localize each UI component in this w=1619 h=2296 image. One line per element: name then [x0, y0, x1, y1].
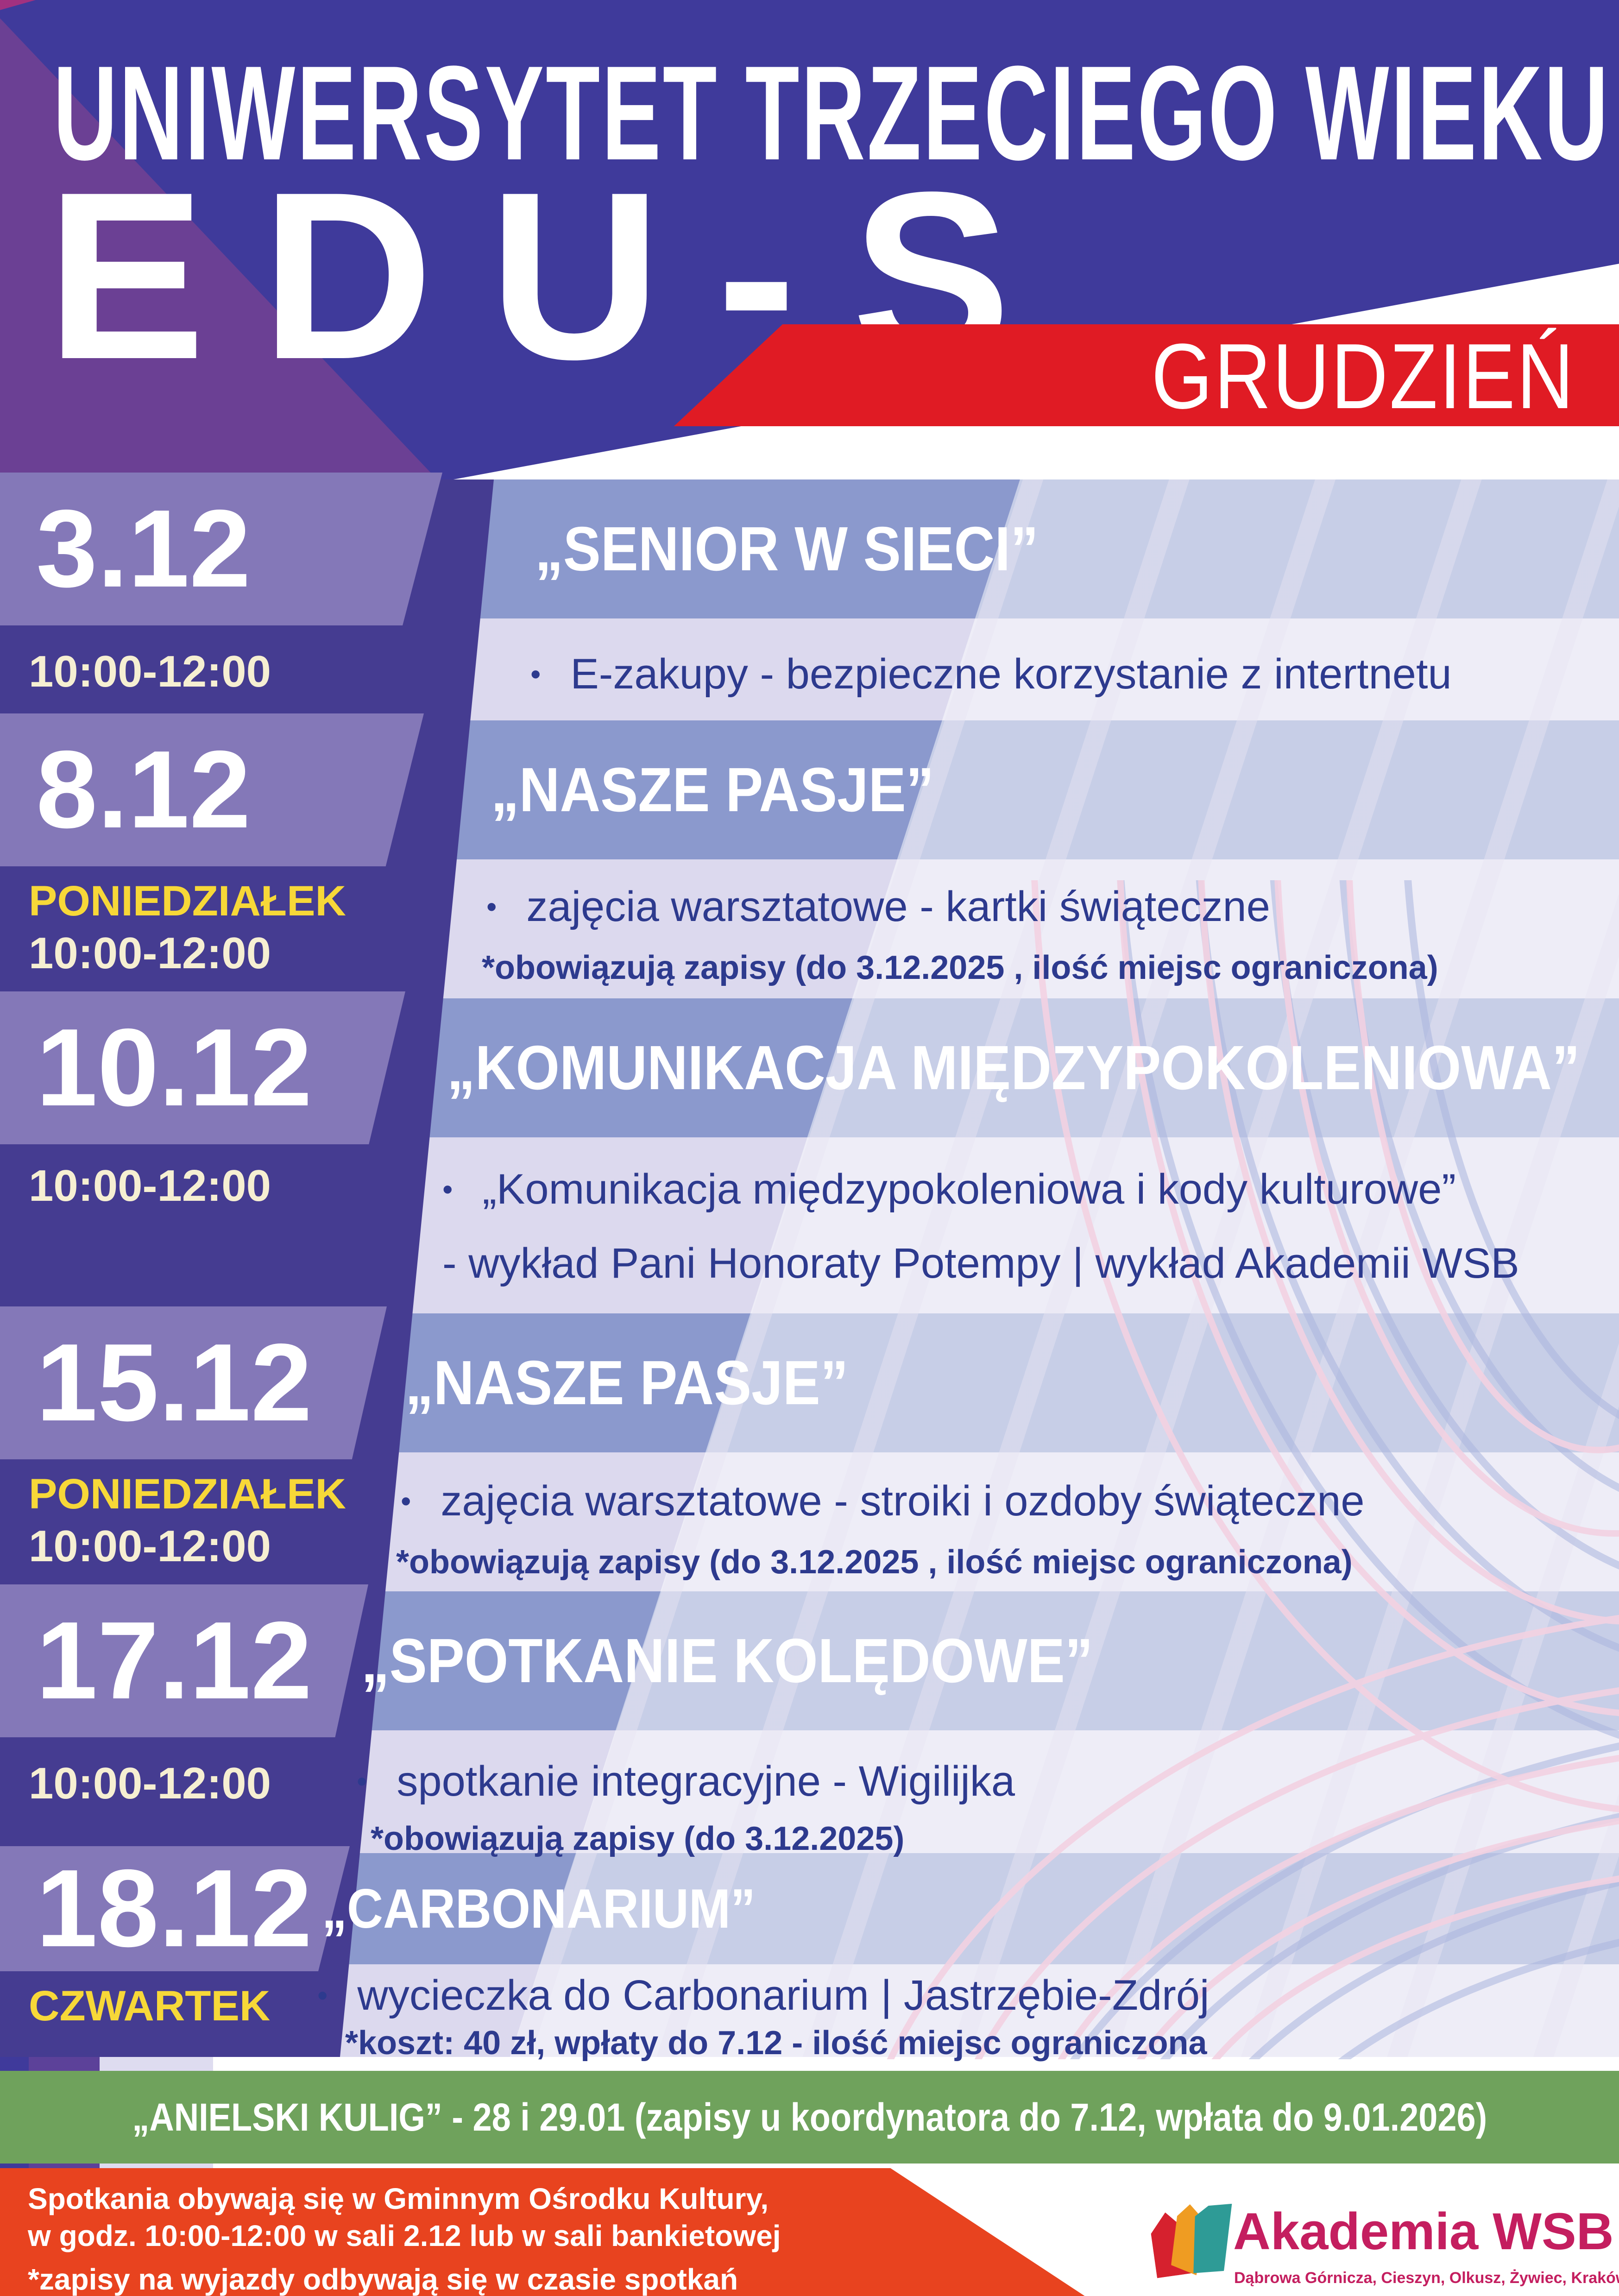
event-bullet: • spotkanie integracyjne - Wigilijka	[357, 1756, 1015, 1807]
footer-info-block: Spotkania obywają się w Gminnym Ośrodku …	[0, 2168, 1085, 2296]
event-time: 10:00-12:00	[29, 928, 271, 978]
footer-line: Spotkania obywają się w Gminnym Ośrodku …	[28, 2182, 769, 2215]
date-chip-4: 15.12	[0, 1306, 387, 1459]
event-title: „KOMUNIKACJA MIĘDZYPOKOLENIOWA”	[447, 1033, 1580, 1103]
akademia-wsb-logo-cities: Dąbrowa Górnicza, Cieszyn, Olkusz, Żywie…	[1234, 2269, 1619, 2287]
bullet-dot: •	[401, 1484, 411, 1518]
event-bullet: • zajęcia warsztatowe - stroiki i ozdoby…	[401, 1476, 1365, 1526]
wireframe-pattern	[887, 880, 1619, 2059]
bullet-dot: •	[317, 1979, 328, 2012]
event-day: PONIEDZIAŁEK	[29, 877, 346, 925]
bullet-dot: •	[357, 1765, 367, 1798]
event-bullet: • „Komunikacja międzypokoleniowa i kody …	[442, 1164, 1456, 1215]
event-date: 17.12	[36, 1599, 312, 1722]
event-title: „NASZE PASJE”	[405, 1348, 849, 1418]
bullet-dot: •	[530, 657, 541, 691]
event-date: 15.12	[36, 1321, 312, 1444]
event-time: 10:00-12:00	[29, 1161, 271, 1211]
announcement-text: „ANIELSKI KULIG” - 28 i 29.01 (zapisy u …	[132, 2095, 1487, 2139]
event-title: „NASZE PASJE”	[491, 755, 934, 825]
month-label: GRUDZIEŃ	[1151, 325, 1575, 428]
date-chip-3: 10.12	[0, 991, 405, 1144]
event-date: 18.12	[36, 1847, 312, 1970]
institution-title: UNIWERSYTET TRZECIEGO WIEKU	[53, 38, 1610, 188]
event-note: *obowiązują zapisy (do 3.12.2025 , ilość…	[482, 949, 1438, 986]
event-note: *obowiązują zapisy (do 3.12.2025)	[371, 1820, 905, 1857]
event-bullet-continuation: - wykład Pani Honoraty Potempy | wykład …	[442, 1240, 1519, 1287]
footer-line: w godz. 10:00-12:00 w sali 2.12 lub w sa…	[28, 2219, 781, 2252]
akademia-wsb-logo-name: Akademia WSB	[1233, 2202, 1614, 2260]
event-date: 10.12	[36, 1006, 312, 1129]
bullet-dot: •	[442, 1173, 453, 1206]
event-note: *koszt: 40 zł, wpłaty do 7.12 - ilość mi…	[345, 2025, 1207, 2062]
event-date: 8.12	[36, 728, 251, 851]
announcement-bar: „ANIELSKI KULIG” - 28 i 29.01 (zapisy u …	[0, 2071, 1619, 2164]
event-bullet: • E-zakupy - bezpieczne korzystanie z in…	[530, 649, 1452, 700]
event-title: „SPOTKANIE KOLĘDOWE”	[361, 1626, 1093, 1696]
event-bullet: • zajęcia warsztatowe - kartki świąteczn…	[486, 881, 1270, 932]
event-date: 3.12	[36, 487, 251, 610]
date-chip-5: 17.12	[0, 1584, 368, 1737]
event-bullet: • wycieczka do Carbonarium | Jastrzębie-…	[317, 1970, 1209, 2021]
event-title: „CARBONARIUM”	[322, 1878, 756, 1940]
event-note: *obowiązują zapisy (do 3.12.2025 , ilość…	[396, 1544, 1353, 1581]
event-title: „SENIOR W SIECI”	[535, 514, 1039, 584]
date-chip-6: 18.12	[0, 1846, 350, 1971]
event-time: 10:00-12:00	[29, 1521, 271, 1571]
month-band: GRUDZIEŃ	[674, 324, 1619, 428]
event-time: 10:00-12:00	[29, 647, 271, 696]
footer-line: *zapisy na wyjazdy odbywają się w czasie…	[28, 2263, 738, 2296]
event-day: PONIEDZIAŁEK	[29, 1470, 346, 1518]
event-day: CZWARTEK	[29, 1982, 271, 2030]
header: UNIWERSYTET TRZECIEGO WIEKU EDU-S GRUDZI…	[0, 0, 1619, 479]
date-chip-1: 3.12	[0, 473, 442, 625]
date-chip-2: 8.12	[0, 713, 424, 866]
event-time: 10:00-12:00	[29, 1759, 271, 1808]
bullet-dot: •	[486, 890, 497, 923]
